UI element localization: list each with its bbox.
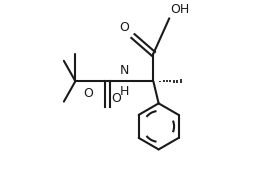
Text: H: H xyxy=(119,85,129,98)
Text: O: O xyxy=(120,21,129,34)
Text: O: O xyxy=(112,92,121,105)
Text: OH: OH xyxy=(170,3,189,16)
Text: N: N xyxy=(119,64,129,77)
Text: O: O xyxy=(84,87,94,100)
